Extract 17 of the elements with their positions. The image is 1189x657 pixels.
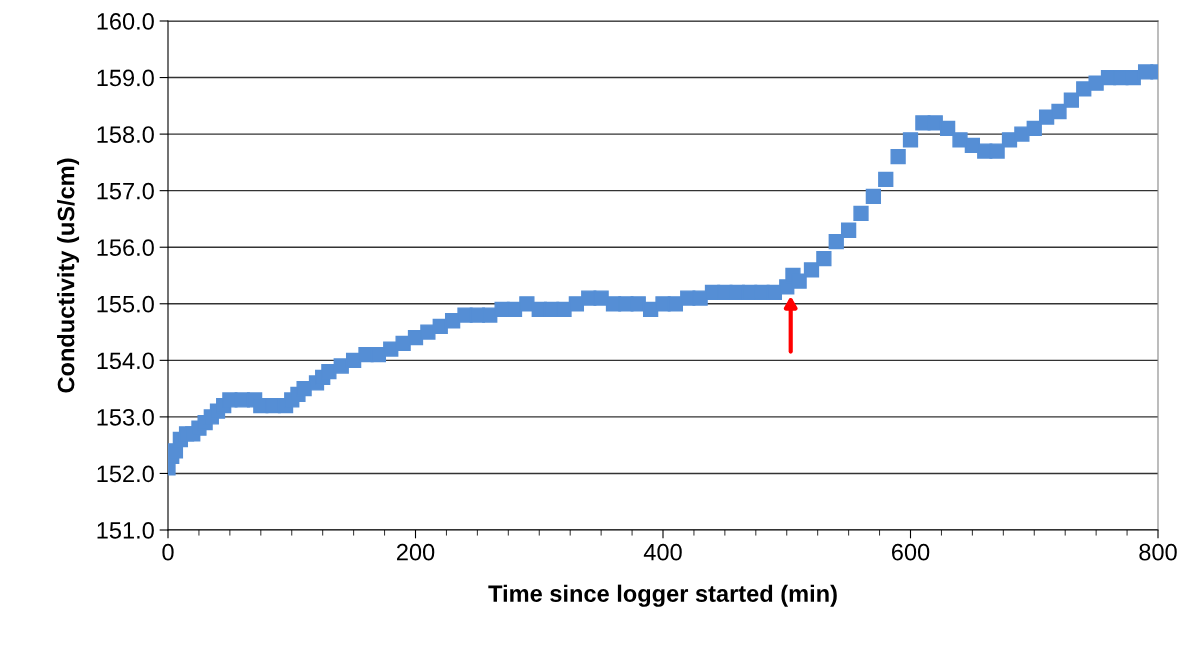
y-tick-label: 152.0: [97, 465, 154, 483]
x-axis-title: Time since logger started (min): [488, 584, 837, 607]
y-tick-label: 156.0: [97, 239, 154, 257]
y-tick-label: 158.0: [97, 126, 154, 143]
y-tick-label: 157.0: [97, 182, 154, 200]
x-tick-label: 600: [892, 543, 930, 561]
y-tick-label: 160.0: [97, 13, 154, 30]
y-axis-title: Conductivity (uS/cm): [57, 158, 80, 393]
x-tick-label: 800: [1139, 543, 1177, 561]
x-tick-label: 0: [162, 543, 174, 561]
y-tick-label: 154.0: [97, 352, 154, 370]
x-tick-label: 400: [643, 543, 682, 561]
y-tick-label: 153.0: [97, 408, 154, 426]
y-tick-label: 151.0: [97, 522, 154, 539]
y-tick-label: 155.0: [97, 295, 154, 313]
y-tick-label: 159.0: [97, 69, 154, 87]
x-tick-label: 200: [396, 543, 435, 561]
